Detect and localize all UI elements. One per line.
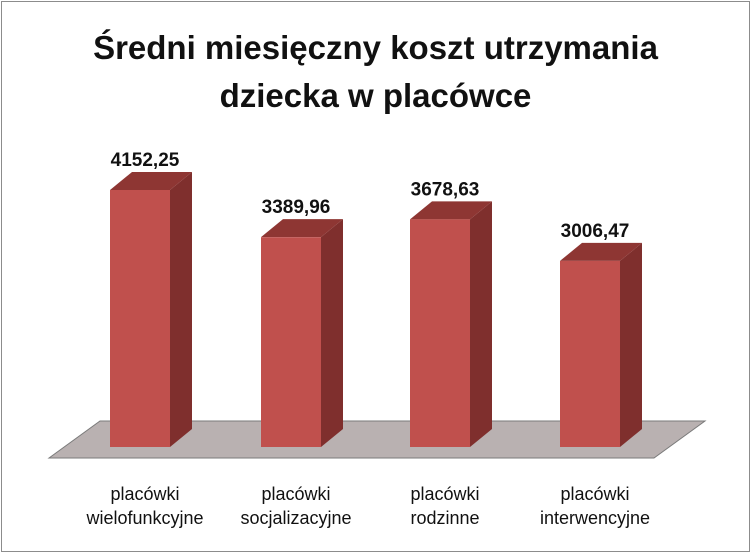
bar-2	[261, 219, 343, 447]
value-label-4: 3006,47	[561, 221, 630, 242]
category-label-3-line-2: rodzinne	[410, 508, 479, 528]
bar-front-4	[560, 260, 620, 447]
bar-3	[410, 201, 492, 447]
bar-front-3	[410, 219, 470, 447]
bar-side-4	[620, 242, 642, 447]
bar-side-3	[470, 201, 492, 447]
category-label-1-line-1: placówki	[110, 484, 179, 504]
bar-side-1	[170, 172, 192, 447]
chart-title-line-1: Średni miesięczny koszt utrzymania	[93, 29, 658, 66]
chart-title-line-2: dziecka w placówce	[219, 77, 532, 114]
bar-top-3	[410, 201, 492, 220]
category-label-3-line-1: placówki	[410, 484, 479, 504]
category-label-4-line-1: placówki	[560, 484, 629, 504]
bar-top-4	[560, 242, 642, 261]
bar-front-1	[110, 190, 170, 447]
chart-floor	[47, 420, 707, 459]
value-label-3: 3678,63	[411, 179, 480, 200]
category-label-4-line-2: interwencyjne	[540, 508, 650, 528]
value-label-2: 3389,96	[262, 197, 331, 218]
category-label-1-line-2: wielofunkcyjne	[85, 508, 203, 528]
bar-1	[110, 172, 192, 447]
category-label-2-line-2: socjalizacyjne	[240, 508, 351, 528]
bar-4	[560, 242, 642, 447]
bar-top-2	[261, 219, 343, 238]
chart-title: Średni miesięczny koszt utrzymania dziec…	[2, 24, 749, 120]
category-label-2-line-1: placówki	[261, 484, 330, 504]
bar-front-2	[261, 237, 321, 447]
bar-side-2	[321, 219, 343, 447]
value-label-1: 4152,25	[111, 150, 180, 171]
bar-top-1	[110, 172, 192, 190]
